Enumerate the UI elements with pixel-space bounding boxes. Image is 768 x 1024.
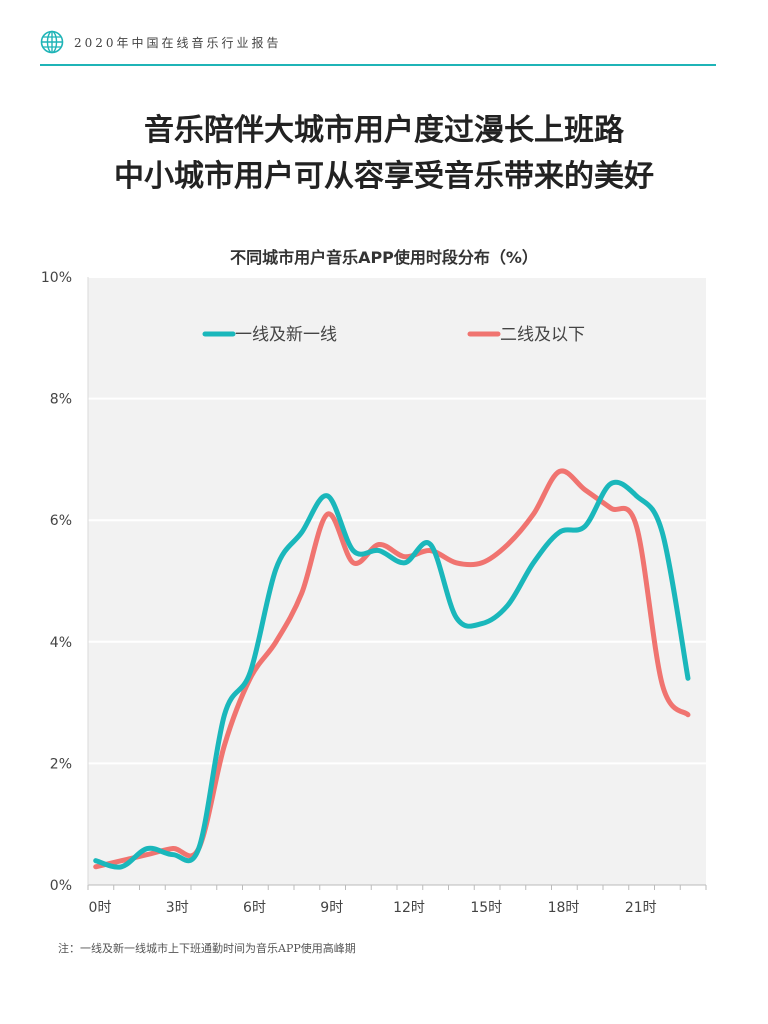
x-tick-label: 18时: [548, 900, 580, 916]
globe-icon: [40, 30, 64, 54]
page-title-line-2: 中小城市用户可从容享受音乐带来的美好: [114, 159, 654, 194]
legend-label-2: 二线及以下: [500, 325, 585, 345]
x-tick-label: 21时: [625, 900, 657, 916]
legend-label-1: 一线及新一线: [235, 325, 337, 345]
y-tick-label: 0%: [50, 878, 72, 894]
x-tick-label: 9时: [320, 900, 343, 916]
y-tick-label: 10%: [41, 270, 72, 286]
plot-area: [88, 277, 706, 885]
footnote: 注：一线及新一线城市上下班通勤时间为音乐APP使用高峰期: [58, 942, 356, 955]
page-title-line-1: 音乐陪伴大城市用户度过漫长上班路: [144, 113, 624, 148]
y-tick-label: 2%: [50, 756, 72, 772]
x-tick-label: 6时: [243, 900, 266, 916]
page-title: 音乐陪伴大城市用户度过漫长上班路 中小城市用户可从容享受音乐带来的美好: [0, 108, 768, 200]
y-tick-label: 4%: [50, 635, 72, 651]
line-chart: 0% 2% 4% 6% 8% 10% 0时 3时 6时 9时 12时 15时 18时 21时 一线及新一线 二…: [41, 270, 707, 916]
y-tick-label: 6%: [50, 513, 72, 529]
series-line-1: [93, 479, 691, 870]
x-tick-label: 3时: [166, 900, 189, 916]
x-tick-label: 12时: [393, 900, 425, 916]
chart-title: 不同城市用户音乐APP使用时段分布（%）: [230, 248, 538, 267]
x-tick-label: 0时: [89, 900, 112, 916]
report-header: 2020年中国在线音乐行业报告: [40, 28, 716, 66]
y-tick-label: 8%: [50, 392, 72, 408]
report-title: 2020年中国在线音乐行业报告: [74, 36, 282, 50]
x-tick-label: 15时: [470, 900, 502, 916]
